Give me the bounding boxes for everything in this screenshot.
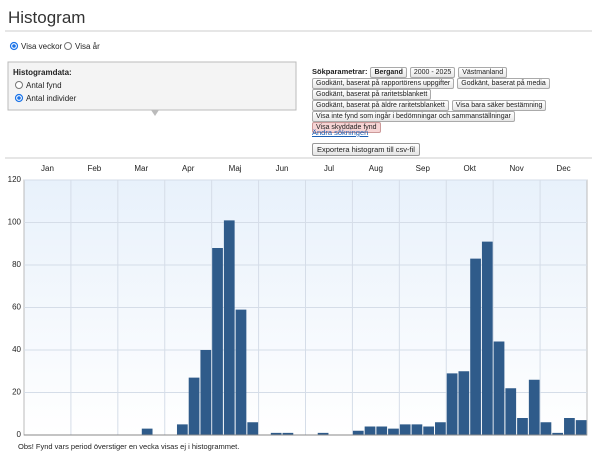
export-button[interactable]: Exportera histogram till csv-fil: [312, 143, 420, 156]
y-tick-label: 20: [12, 388, 21, 397]
bar: [470, 258, 481, 435]
bar: [376, 426, 388, 435]
bar: [364, 426, 376, 435]
tag: Godkänt, baserat på äldre raritetsblanke…: [312, 100, 449, 111]
month-label: Apr: [182, 164, 195, 173]
radio-label[interactable]: Antal fynd: [26, 81, 62, 90]
tag: Visa skyddade fynd: [312, 122, 381, 133]
radio-dot: [12, 44, 16, 48]
search-label: Sökparametrar:: [312, 67, 368, 76]
tag: Godkänt, baserat på rapportörens uppgift…: [312, 78, 455, 89]
bar: [223, 220, 235, 435]
y-tick-label: 0: [17, 430, 22, 439]
month-label: Feb: [87, 164, 101, 173]
month-label: Jun: [276, 164, 289, 173]
month-label: Nov: [510, 164, 524, 173]
box-label: Histogramdata:: [13, 68, 72, 77]
bar: [388, 428, 399, 435]
bar: [411, 424, 423, 435]
month-label: Sep: [416, 164, 431, 173]
y-tick-label: 100: [8, 218, 22, 227]
bar: [247, 422, 259, 435]
month-label: Jan: [41, 164, 54, 173]
tag: Västmanland: [458, 67, 508, 78]
radio[interactable]: [64, 42, 72, 50]
y-tick-label: 80: [12, 260, 21, 269]
tag: Godkänt, baserat på raritetsblankett: [312, 89, 432, 100]
month-label: Aug: [369, 164, 383, 173]
bar: [481, 241, 493, 435]
bar: [282, 432, 294, 435]
radio-dot: [17, 96, 21, 100]
radio[interactable]: [15, 81, 23, 89]
bar: [399, 424, 411, 435]
bar: [493, 341, 505, 435]
bar: [575, 420, 587, 435]
month-label: Mar: [134, 164, 148, 173]
bar: [540, 422, 552, 435]
tag: Visa bara säker bestämning: [451, 100, 547, 111]
bar: [446, 373, 458, 435]
month-label: Okt: [463, 164, 476, 173]
radio-label[interactable]: Antal individer: [26, 94, 77, 103]
radio-label[interactable]: Visa veckor: [21, 42, 63, 51]
tag: Godkänt, baserat på media: [457, 78, 550, 89]
bar: [212, 248, 223, 435]
bar: [176, 424, 188, 435]
tag: Visa inte fynd som ingår i bedömningar o…: [312, 111, 515, 122]
bar: [270, 432, 282, 435]
radio-label[interactable]: Visa år: [75, 42, 100, 51]
bar: [188, 377, 200, 435]
bar: [552, 432, 564, 435]
bar: [564, 418, 575, 435]
note: Obs! Fynd vars period överstiger en veck…: [18, 442, 240, 451]
bar: [505, 388, 517, 435]
pointer: [151, 110, 159, 116]
page-title: Histogram: [8, 8, 86, 27]
bar: [435, 422, 446, 435]
search-params: Sökparametrar: Bergand 2000 - 2025 Västmanl…: [312, 61, 553, 157]
month-label: Jul: [324, 164, 334, 173]
bar: [352, 430, 364, 435]
bar: [528, 379, 540, 435]
y-tick-label: 40: [12, 345, 21, 354]
edit-link[interactable]: Ändra sökningen: [312, 128, 369, 137]
y-tick-label: 120: [8, 175, 22, 184]
bar: [517, 418, 528, 435]
month-label: Maj: [229, 164, 242, 173]
tag: Bergand: [370, 67, 407, 78]
bar: [423, 426, 435, 435]
bar: [235, 309, 247, 435]
options-box: [7, 61, 297, 111]
month-label: Dec: [556, 164, 570, 173]
bar: [317, 432, 329, 435]
bar: [458, 371, 470, 435]
bar: [200, 350, 212, 435]
tag: 2000 - 2025: [409, 67, 456, 78]
bar: [141, 428, 153, 435]
y-tick-label: 60: [12, 303, 21, 312]
